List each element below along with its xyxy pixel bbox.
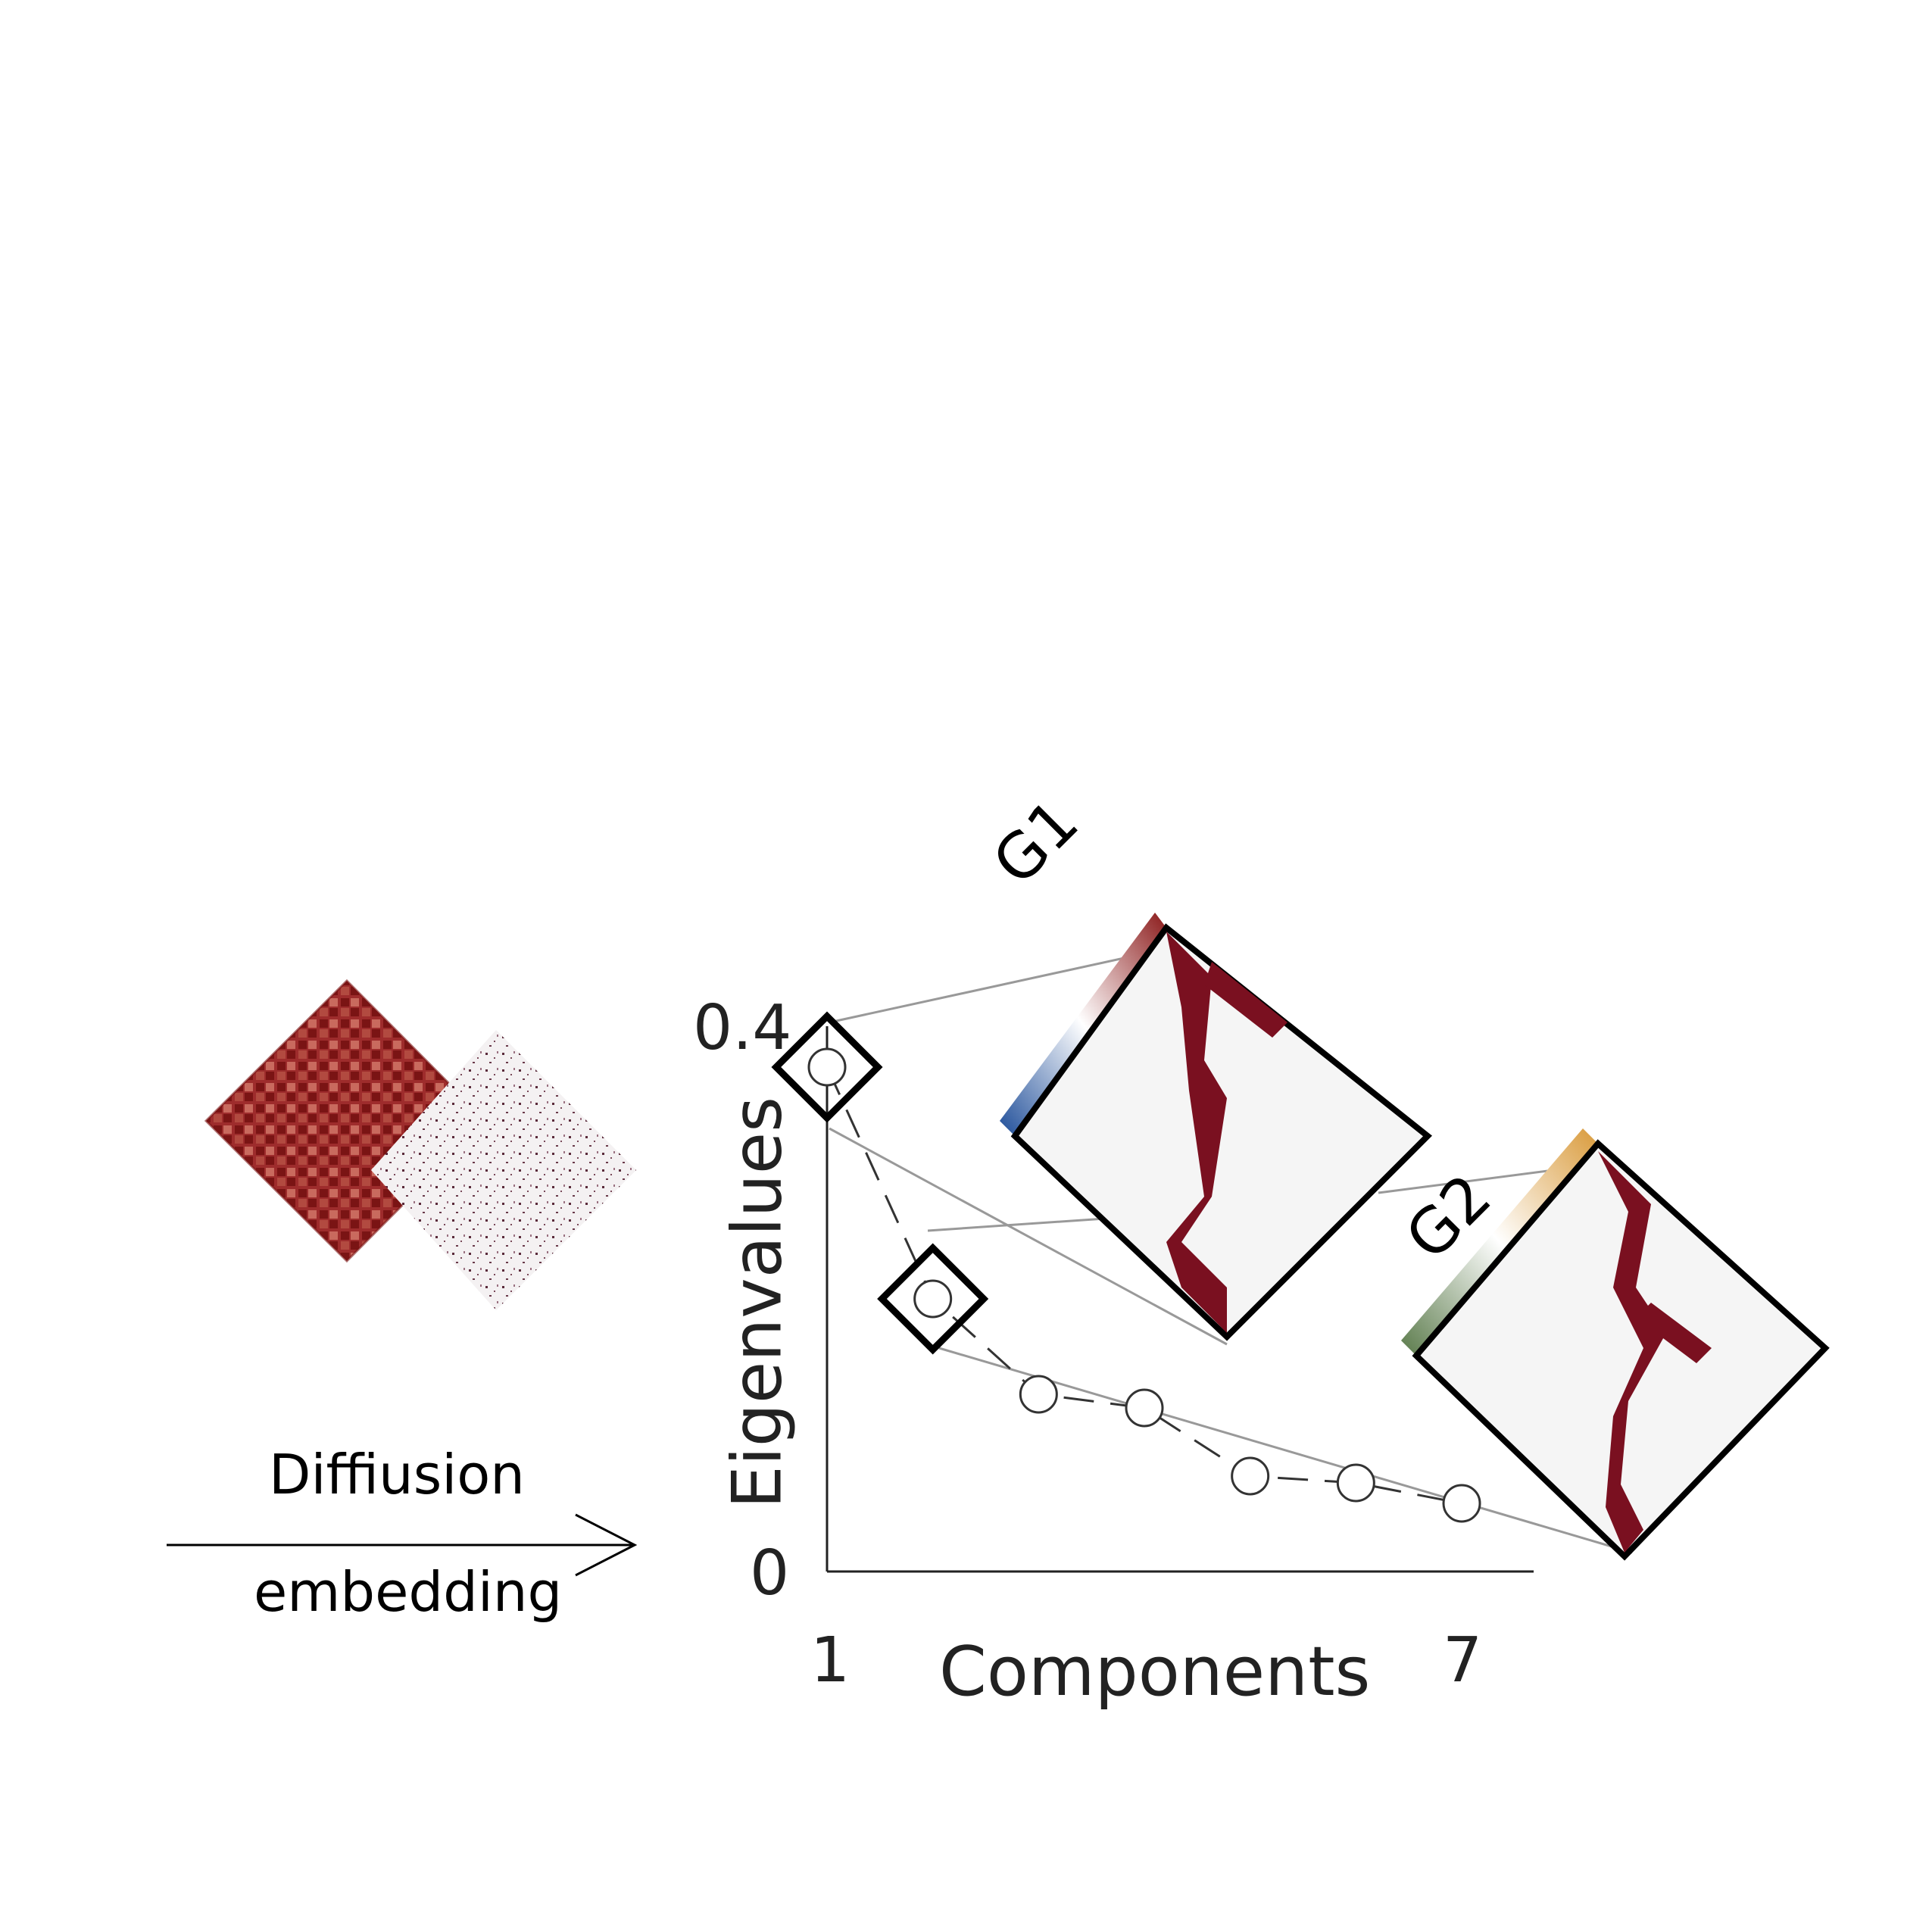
- x-tick-min: 1: [810, 1625, 851, 1696]
- data-point-3: [1019, 1375, 1058, 1414]
- data-point-4: [1125, 1388, 1164, 1428]
- arrow-label-bottom: embedding: [254, 1560, 563, 1624]
- sparse-matrix: [371, 1030, 636, 1310]
- y-tick-min: 0: [750, 1537, 790, 1609]
- data-point-5: [1231, 1456, 1270, 1496]
- eigenvalue-series: [771, 1011, 1481, 1523]
- y-axis-label: Eigenvalues: [717, 1096, 797, 1509]
- g1-matrix: [1000, 913, 1432, 1341]
- g2-matrix: [1401, 1128, 1830, 1561]
- highlight-box-2: [877, 1243, 989, 1355]
- highlight-box-1: [771, 1011, 883, 1123]
- arrow-label-top: Diffiusion: [269, 1443, 525, 1506]
- diffusion-arrow: [167, 1513, 638, 1577]
- x-axis-label: Components: [939, 1632, 1371, 1712]
- y-tick-max: 0.4: [693, 992, 792, 1064]
- data-point-7: [1442, 1484, 1481, 1523]
- data-point-6: [1336, 1463, 1375, 1503]
- data-point-1: [807, 1047, 847, 1087]
- data-point-2: [913, 1279, 953, 1319]
- x-tick-max: 7: [1443, 1625, 1483, 1696]
